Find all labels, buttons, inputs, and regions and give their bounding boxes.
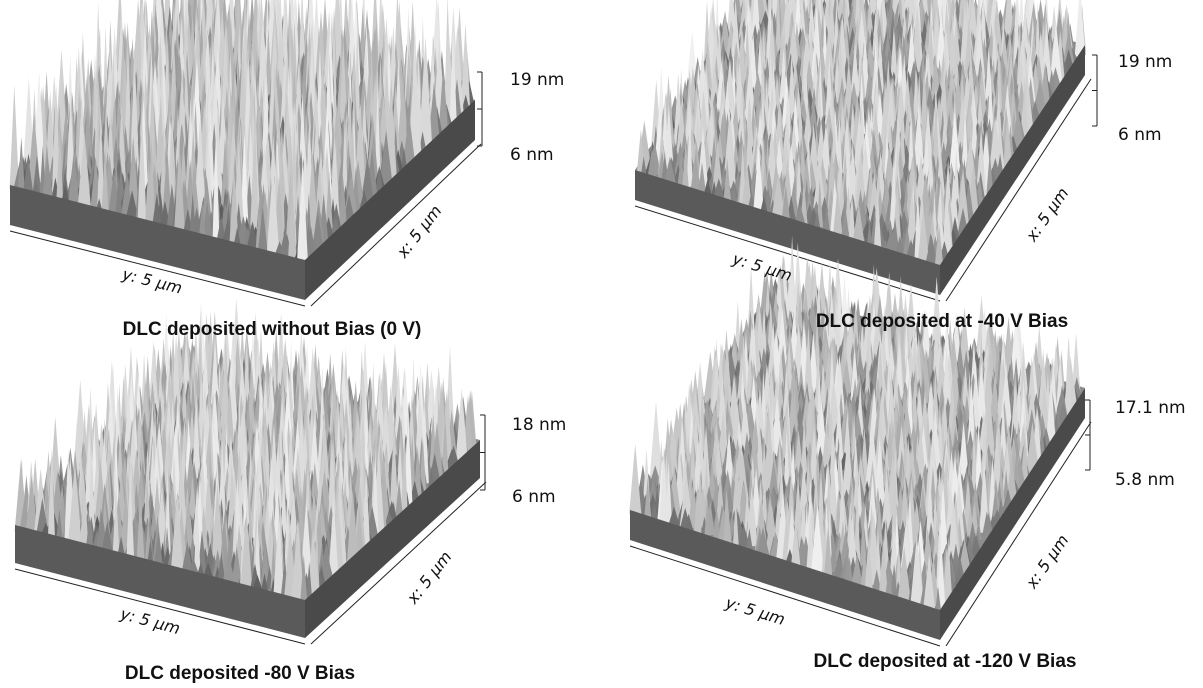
x-axis-line xyxy=(310,143,482,307)
surface-peak xyxy=(23,155,34,193)
surface-peak xyxy=(400,147,408,171)
surface-peak xyxy=(77,131,92,210)
surface-peak xyxy=(849,43,861,103)
surface-peak xyxy=(257,206,268,256)
surface-peak xyxy=(775,0,782,59)
surface-peak xyxy=(379,130,393,187)
surface-peak xyxy=(216,216,226,242)
surface-peak xyxy=(152,192,162,226)
surface-peak xyxy=(810,13,822,87)
surface-peak xyxy=(890,25,898,82)
surface-peak xyxy=(97,113,105,209)
surface-peak xyxy=(61,167,70,200)
surface-peak xyxy=(145,157,153,225)
surface-peak xyxy=(125,190,139,220)
surface-peak xyxy=(288,175,297,261)
surface-peak xyxy=(449,27,457,124)
surface-peak xyxy=(871,9,880,69)
surface-peak xyxy=(311,211,325,253)
surface-peak xyxy=(32,155,42,193)
surface-peak xyxy=(402,113,416,166)
surface-peak xyxy=(730,0,741,71)
surface-peak xyxy=(329,134,341,228)
surface-peak xyxy=(266,163,280,257)
surface-peak xyxy=(189,192,197,236)
surface-peak xyxy=(428,81,440,142)
surface-peak xyxy=(173,144,186,234)
surface-peak xyxy=(246,221,260,251)
surface-peak xyxy=(67,152,80,207)
surface-peak xyxy=(41,156,54,199)
surface-peak xyxy=(115,171,123,217)
surface-peak xyxy=(9,85,19,190)
afm-surface xyxy=(9,0,483,307)
surface-peak xyxy=(418,36,433,151)
surface-peak xyxy=(948,13,957,81)
surface-peak xyxy=(396,78,409,162)
surface-peak xyxy=(249,127,260,240)
surface-peak xyxy=(137,112,147,222)
surface-peak xyxy=(460,22,471,112)
surface-peak xyxy=(198,200,206,239)
surfaces xyxy=(9,0,1098,647)
surface-peak xyxy=(787,50,796,125)
surface-peak xyxy=(325,171,334,234)
surface-peak xyxy=(56,130,64,202)
surface-side xyxy=(305,100,475,300)
surface-peak xyxy=(438,65,449,136)
surface-side xyxy=(10,185,305,300)
surface-peak xyxy=(17,136,25,192)
surface-peak xyxy=(229,165,239,247)
surface-peak xyxy=(278,229,292,259)
y-axis-line xyxy=(9,230,306,307)
surface-peak xyxy=(296,160,309,265)
surface-peak xyxy=(375,165,384,194)
surface-peak xyxy=(408,49,422,161)
surface-peak xyxy=(822,21,836,96)
surface-peak xyxy=(338,174,348,230)
surface-peak xyxy=(212,132,220,241)
surface-peak xyxy=(101,146,109,213)
afm-surface xyxy=(634,0,1098,302)
